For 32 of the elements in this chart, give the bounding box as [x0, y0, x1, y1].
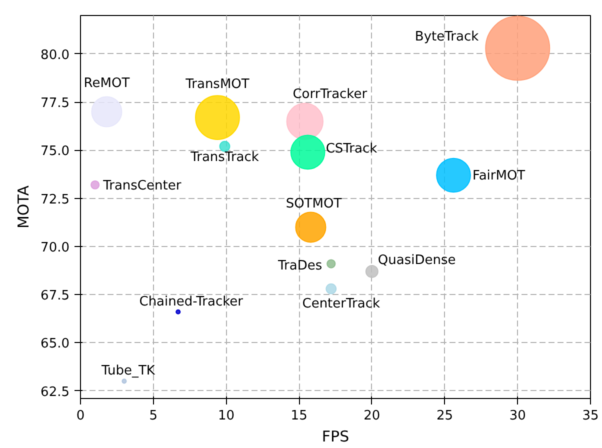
series-label: SOTMOT: [286, 196, 342, 212]
series-label: TransMOT: [184, 77, 250, 92]
y-tick-label: 70.0: [40, 240, 70, 256]
series-label: CorrTracker: [292, 86, 368, 102]
y-tick-label: 75.0: [40, 144, 70, 160]
series-label: CenterTrack: [302, 296, 380, 312]
series-label: TransTrack: [190, 150, 260, 165]
series-label: TransCenter: [102, 178, 182, 194]
series-label: CSTrack: [326, 142, 378, 157]
x-tick-label: 15: [290, 408, 308, 424]
y-tick-label: 72.5: [40, 192, 70, 208]
y-tick-label: 80.0: [40, 48, 70, 63]
x-tick-label: 30: [509, 408, 526, 424]
series-label: Chained-Tracker: [139, 294, 244, 310]
series-label: Tube_TK: [100, 364, 156, 379]
x-tick-label: 0: [76, 408, 85, 424]
y-axis-title: MOTA: [14, 184, 33, 229]
y-tick-label: 65.0: [40, 336, 70, 352]
x-tick-label: 25: [436, 408, 454, 424]
series-label: TraDes: [277, 258, 322, 274]
series-label: QuasiDense: [378, 252, 456, 268]
series-label: ByteTrack: [414, 30, 480, 45]
x-tick-label: 10: [218, 408, 234, 424]
x-tick-label: 5: [149, 408, 158, 424]
x-axis-title: FPS: [322, 428, 350, 446]
series-label: ReMOT: [84, 76, 130, 92]
y-tick-label: 77.5: [40, 96, 70, 112]
y-tick-label: 62.5: [40, 384, 70, 400]
x-tick-label: 20: [364, 408, 380, 424]
y-tick-label: 67.5: [40, 288, 70, 304]
x-tick-label: 35: [582, 408, 599, 424]
series-label: FairMOT: [472, 168, 526, 184]
